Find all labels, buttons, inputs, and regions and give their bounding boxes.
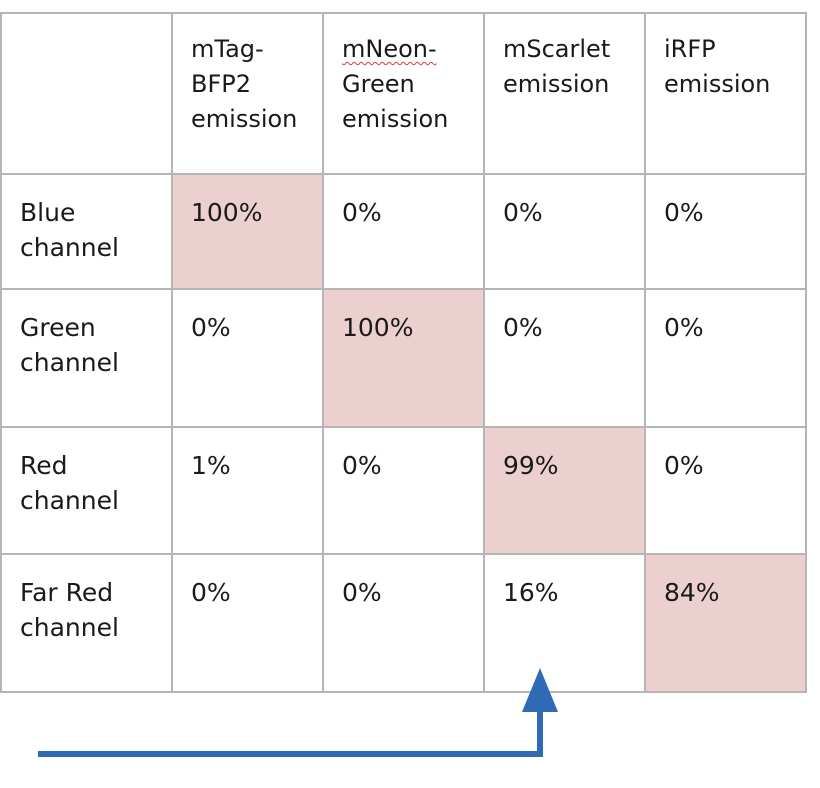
table-cell: 0% — [644, 426, 807, 555]
header-mneongreen-line3: emission — [342, 105, 449, 133]
header-mtagbfp2-line2: BFP2 — [191, 70, 252, 98]
table-cell: 0% — [644, 288, 807, 428]
table-cell: 84% — [644, 553, 807, 693]
header-mscarlet-line2: emission — [503, 70, 610, 98]
table-row: Blue channel 100% 0% 0% 0% — [0, 173, 807, 290]
header-mscarlet-line1: mScarlet — [503, 35, 611, 63]
table-cell: 0% — [483, 173, 646, 290]
header-row: mTag- BFP2 emission mNeon- Green emissio… — [0, 12, 807, 175]
table-cell: 1% — [171, 426, 324, 555]
header-irfp-line1: iRFP — [664, 35, 716, 63]
arrow-head-icon — [522, 668, 558, 712]
header-mtagbfp2-line3: emission — [191, 105, 298, 133]
header-irfp: iRFP emission — [644, 12, 807, 175]
row-label-line1: Red — [20, 451, 68, 480]
table-row: Far Red channel 0% 0% 16% 84% — [0, 553, 807, 693]
table-cell: 0% — [483, 288, 646, 428]
table-cell: 16% — [483, 553, 646, 693]
table-cell: 99% — [483, 426, 646, 555]
table-cell: 100% — [171, 173, 324, 290]
arrow-line — [38, 700, 543, 757]
corner-cell — [0, 12, 173, 175]
table-cell: 0% — [322, 426, 485, 555]
table-row: Green channel 0% 100% 0% 0% — [0, 288, 807, 428]
header-mneongreen-line2: Green — [342, 70, 415, 98]
row-label-far-red: Far Red channel — [0, 553, 173, 693]
row-label-red: Red channel — [0, 426, 173, 555]
table-cell: 100% — [322, 288, 485, 428]
row-label-line2: channel — [20, 233, 119, 262]
header-mtagbfp2-line1: mTag- — [191, 35, 264, 63]
header-irfp-line2: emission — [664, 70, 771, 98]
row-label-line1: Green — [20, 313, 96, 342]
row-label-line2: channel — [20, 613, 119, 642]
crosstalk-table: mTag- BFP2 emission mNeon- Green emissio… — [0, 12, 807, 693]
table-cell: 0% — [322, 553, 485, 693]
table-cell: 0% — [171, 553, 324, 693]
header-mtagbfp2: mTag- BFP2 emission — [171, 12, 324, 175]
row-label-line2: channel — [20, 486, 119, 515]
table-cell: 0% — [171, 288, 324, 428]
row-label-line2: channel — [20, 348, 119, 377]
header-mscarlet: mScarlet emission — [483, 12, 646, 175]
table-cell: 0% — [644, 173, 807, 290]
row-label-line1: Blue — [20, 198, 76, 227]
table-cell: 0% — [322, 173, 485, 290]
row-label-line1: Far Red — [20, 578, 114, 607]
header-mneongreen-line1: mNeon- — [342, 35, 437, 63]
row-label-green: Green channel — [0, 288, 173, 428]
header-mneongreen: mNeon- Green emission — [322, 12, 485, 175]
row-label-blue: Blue channel — [0, 173, 173, 290]
table-row: Red channel 1% 0% 99% 0% — [0, 426, 807, 555]
